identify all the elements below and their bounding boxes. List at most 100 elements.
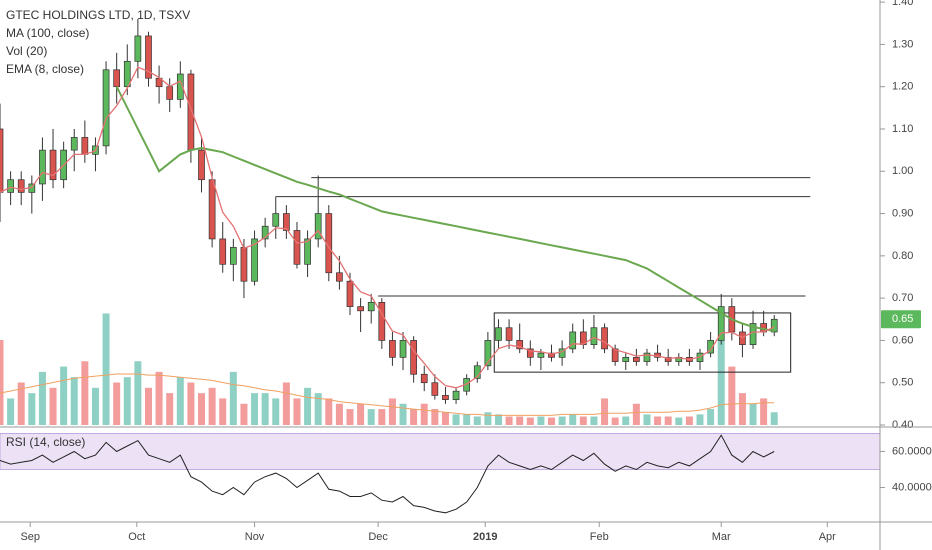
- volume-bar: [81, 361, 89, 425]
- volume-bar: [325, 398, 333, 425]
- candle-body: [70, 137, 78, 151]
- volume-bar: [441, 412, 449, 425]
- volume-bar: [144, 387, 152, 425]
- volume-bar: [38, 371, 46, 425]
- x-tick-label: Nov: [245, 531, 265, 543]
- indicator-label: Vol (20): [6, 44, 47, 58]
- candle-body: [240, 247, 248, 282]
- x-tick-label: Dec: [368, 531, 388, 543]
- volume-bar: [293, 398, 301, 425]
- candle-body: [717, 306, 725, 341]
- candle-body: [176, 73, 184, 100]
- volume-bar: [357, 403, 365, 425]
- volume-bar: [28, 393, 36, 425]
- volume-bar: [240, 403, 248, 425]
- volume-bar: [304, 387, 312, 425]
- x-tick-label: Oct: [128, 531, 145, 543]
- volume-bar: [335, 403, 343, 425]
- candle-body: [537, 352, 545, 358]
- candle-body: [198, 149, 205, 181]
- candle-body: [0, 128, 4, 193]
- volume-bar: [346, 409, 354, 425]
- candle-body: [643, 352, 651, 362]
- y-tick-label: 1.00: [892, 165, 913, 177]
- volume-bar: [60, 366, 68, 425]
- candle-body: [548, 352, 555, 358]
- last-price-tag: [881, 310, 921, 329]
- x-tick-label: Apr: [819, 531, 836, 543]
- volume-bar: [463, 414, 471, 425]
- candle-body: [7, 179, 14, 193]
- volume-bar: [388, 398, 396, 425]
- candle-body: [569, 331, 577, 350]
- volume-bar: [579, 416, 587, 425]
- candle-body: [49, 149, 57, 181]
- candle-body: [134, 35, 142, 62]
- candle-body: [590, 327, 598, 346]
- volume-bar: [378, 409, 386, 425]
- candle-body: [495, 327, 502, 341]
- volume-bar: [367, 409, 375, 425]
- candle-body: [283, 213, 290, 231]
- candle-body: [81, 137, 89, 155]
- candle-body: [336, 272, 343, 282]
- volume-bar: [113, 382, 121, 425]
- volume-bar: [770, 412, 778, 425]
- volume-bar: [452, 414, 460, 425]
- candle-body: [516, 340, 524, 350]
- volume-bar: [494, 414, 502, 425]
- y-tick-label: 0.90: [892, 207, 913, 219]
- candle-body: [633, 356, 640, 362]
- volume-bar: [431, 409, 439, 425]
- volume-bar: [314, 393, 322, 425]
- candle-body: [251, 238, 258, 282]
- y-tick-label: 1.20: [892, 81, 913, 93]
- candle-body: [505, 327, 513, 341]
- volume-bar: [558, 416, 566, 425]
- volume-bar: [526, 417, 534, 425]
- volume-bar: [134, 361, 142, 425]
- x-tick-label: Feb: [590, 531, 609, 543]
- volume-bar: [738, 393, 746, 425]
- candle-body: [113, 69, 121, 88]
- volume-bar: [601, 398, 609, 425]
- volume-bar: [198, 393, 206, 425]
- volume-bar: [102, 313, 110, 425]
- volume-bar: [664, 416, 672, 425]
- volume-bar: [569, 414, 577, 425]
- volume-bar: [505, 416, 513, 425]
- candle-body: [420, 373, 428, 384]
- candle-body: [739, 331, 746, 346]
- candle-body: [526, 348, 534, 358]
- y-tick-label: 1.30: [892, 38, 913, 50]
- last-price-label: 0.65: [892, 313, 913, 325]
- x-tick-label: 2019: [473, 531, 497, 543]
- volume-bar: [654, 416, 662, 425]
- volume-bar: [760, 398, 768, 425]
- volume-bar: [282, 382, 290, 425]
- candle-body: [389, 340, 396, 358]
- candle-body: [166, 86, 174, 100]
- range-box: [493, 312, 792, 373]
- volume-bar: [91, 387, 99, 425]
- volume-bar: [717, 340, 725, 425]
- volume-bar: [7, 398, 15, 425]
- candle-body: [484, 340, 492, 367]
- chart-title: GTEC HOLDINGS LTD, 1D, TSXV: [6, 8, 190, 22]
- volume-bar: [219, 398, 227, 425]
- volume-bar: [49, 387, 57, 425]
- volume-bar: [0, 340, 4, 425]
- y-tick-label: 0.70: [892, 292, 913, 304]
- volume-bar: [484, 412, 492, 425]
- y-tick-label: 0.50: [892, 377, 913, 389]
- candle-body: [102, 69, 110, 147]
- candle-body: [622, 356, 630, 362]
- volume-bar: [749, 403, 757, 425]
- candle-body: [229, 247, 237, 265]
- candle-body: [145, 35, 152, 79]
- volume-bar: [696, 414, 704, 425]
- candle-body: [293, 230, 301, 265]
- candle-body: [261, 225, 269, 240]
- indicator-label: EMA (8, close): [6, 62, 84, 76]
- volume-bar: [590, 416, 598, 425]
